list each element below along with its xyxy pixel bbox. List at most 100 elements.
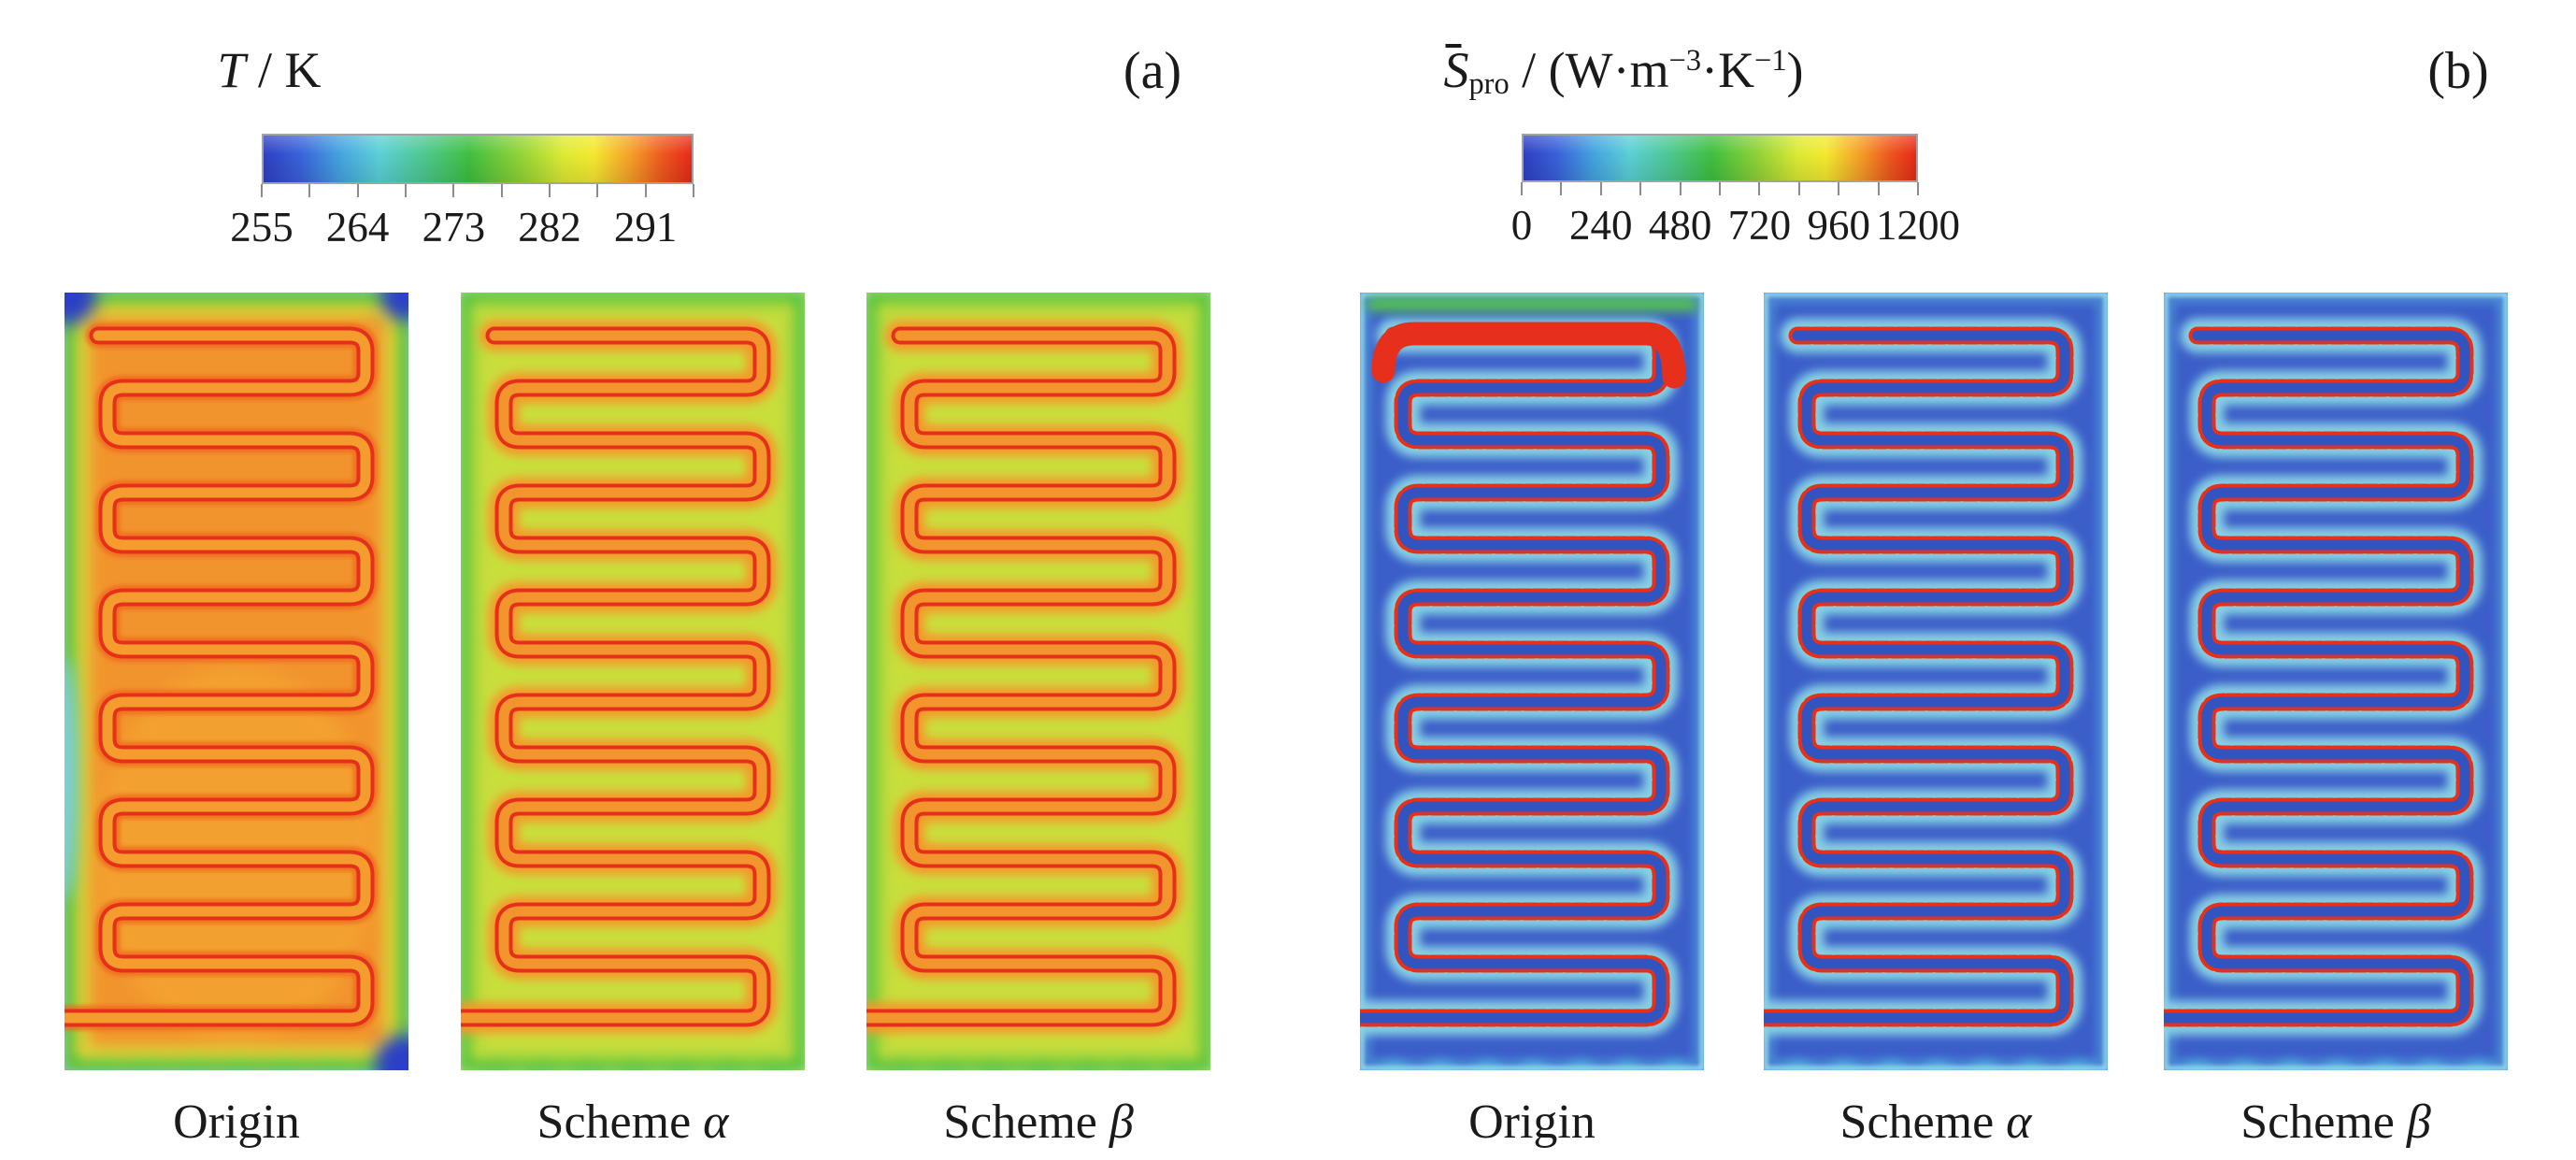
colorbar-entropy: 0 240 480 720 960 1200 [1511, 134, 1960, 249]
colorbar-gradient-bar [262, 134, 694, 184]
colorbar-tick [644, 184, 647, 197]
plot-label-b-origin: Origin [1468, 1096, 1596, 1149]
edge-glow-ring [1767, 295, 2105, 1067]
title-fragment: pro [1468, 67, 1510, 102]
colorbar-tick [1679, 182, 1682, 195]
contour-svg [1360, 293, 1704, 1070]
contour-svg [2164, 293, 2508, 1070]
colorbar-tick [1719, 182, 1721, 195]
colorbar-tick [1599, 182, 1602, 195]
edge-glow-ring [877, 303, 1200, 1060]
cold-corner-spot [64, 293, 96, 324]
colorbar-tick [1797, 182, 1800, 195]
serpentine-channel [2164, 330, 2470, 1024]
contour-plot-b-origin [1360, 293, 1704, 1070]
top-edge-band [1367, 297, 1696, 311]
title-fragment: ·K [1701, 42, 1755, 98]
contour-svg [461, 293, 805, 1070]
title-fragment: / K [245, 42, 322, 98]
colorbar-tick [452, 184, 455, 197]
colorbar-tick [1838, 182, 1840, 195]
colorbar-tick-label: 720 [1727, 202, 1792, 249]
plot-label-text: Scheme [2240, 1096, 2407, 1149]
colorbar-tick-label: 273 [422, 204, 486, 251]
cold-corner-spot [375, 1035, 408, 1070]
colorbar-tick [1639, 182, 1642, 195]
title-fragment: ) [1786, 42, 1804, 98]
plot-label-text: Origin [173, 1096, 300, 1149]
colorbar-tick-label: 291 [613, 204, 678, 251]
colorbar-tick-label: 255 [230, 204, 293, 251]
contour-plot-a-origin [64, 293, 408, 1070]
colorbar-tick-label: 1200 [1876, 202, 1960, 249]
colorbar-tick-labels: 255 264 273 282 291 [230, 203, 694, 259]
colorbar-temperature: 255 264 273 282 291 [230, 134, 694, 251]
colorbar-tick [356, 184, 359, 197]
colorbar-title-entropy-production: Spro / (W·m−3·K−1) [1443, 42, 1804, 102]
colorbar-tick [596, 184, 599, 197]
plot-label-b-scheme-alpha: Scheme α [1840, 1096, 2032, 1149]
edge-glow-ring [76, 304, 397, 1059]
plot-label-greek: α [703, 1096, 729, 1149]
serpentine-channel [64, 330, 371, 1024]
contour-plot-a-scheme-beta [866, 293, 1210, 1070]
plot-label-a-scheme-alpha: Scheme α [537, 1096, 729, 1149]
plot-label-a-origin: Origin [173, 1096, 300, 1149]
title-fragment: T [217, 42, 246, 98]
colorbar-tick [261, 184, 263, 197]
plot-label-text: Scheme [943, 1096, 1109, 1149]
edge-cool-smear [64, 657, 78, 900]
plot-label-greek: β [1109, 1096, 1134, 1149]
plot-label-greek: α [2006, 1096, 2032, 1149]
title-fragment: / (W·m [1509, 42, 1669, 98]
colorbar-ticks [261, 184, 694, 198]
title-fragment: −3 [1668, 44, 1702, 79]
colorbar-tick-label: 960 [1807, 202, 1870, 249]
panel-tag-a: (a) [1123, 42, 1182, 100]
edge-glow-ring [866, 293, 1210, 1070]
colorbar-tick [1917, 182, 1919, 195]
inlet-header-bar [1371, 322, 1686, 389]
colorbar-tick [1560, 182, 1563, 195]
colorbar-tick-label: 240 [1569, 202, 1633, 249]
colorbar-tick [548, 184, 551, 197]
plot-label-a-scheme-beta: Scheme β [943, 1096, 1134, 1149]
colorbar-tick [500, 184, 503, 197]
colorbar-tick [1877, 182, 1880, 195]
contour-plot-a-scheme-alpha [461, 293, 805, 1070]
edge-glow-ring [2167, 295, 2505, 1067]
plot-label-text: Origin [1468, 1096, 1596, 1149]
colorbar-tick [1758, 182, 1761, 195]
colorbar-tick-label: 264 [325, 204, 390, 251]
colorbar-tick [693, 184, 694, 197]
colorbar-tick-labels: 0 240 480 720 960 1200 [1511, 201, 1960, 257]
edge-glow-ring [471, 303, 794, 1060]
colorbar-tick [308, 184, 311, 197]
colorbar-tick-label: 0 [1510, 202, 1533, 249]
contour-plot-b-scheme-alpha [1764, 293, 2108, 1070]
edge-glow-ring [461, 293, 805, 1070]
serpentine-channel [1764, 330, 2070, 1024]
edge-glow-ring [1360, 293, 1704, 1070]
colorbar-tick-label: 282 [518, 204, 581, 251]
plot-label-b-scheme-beta: Scheme β [2240, 1096, 2431, 1149]
serpentine-channel [1360, 330, 1667, 1024]
title-fragment: S [1443, 42, 1469, 98]
colorbar-tick [404, 184, 407, 197]
contour-plot-b-scheme-beta [2164, 293, 2508, 1070]
edge-glow-ring [1764, 293, 2108, 1070]
contour-svg [1764, 293, 2108, 1070]
plot-label-text: Scheme [537, 1096, 704, 1149]
colorbar-ticks [1521, 182, 1919, 196]
colorbar-tick [1521, 182, 1523, 195]
colorbar-gradient-bar [1522, 134, 1918, 182]
plot-label-greek: β [2406, 1096, 2431, 1149]
title-fragment: −1 [1754, 44, 1787, 79]
edge-glow-ring [2164, 293, 2508, 1070]
serpentine-channel [866, 330, 1173, 1024]
plot-label-text: Scheme [1839, 1096, 2007, 1149]
colorbar-tick-label: 480 [1648, 202, 1712, 249]
contour-svg [64, 293, 408, 1070]
panel-tag-b: (b) [2427, 42, 2489, 100]
